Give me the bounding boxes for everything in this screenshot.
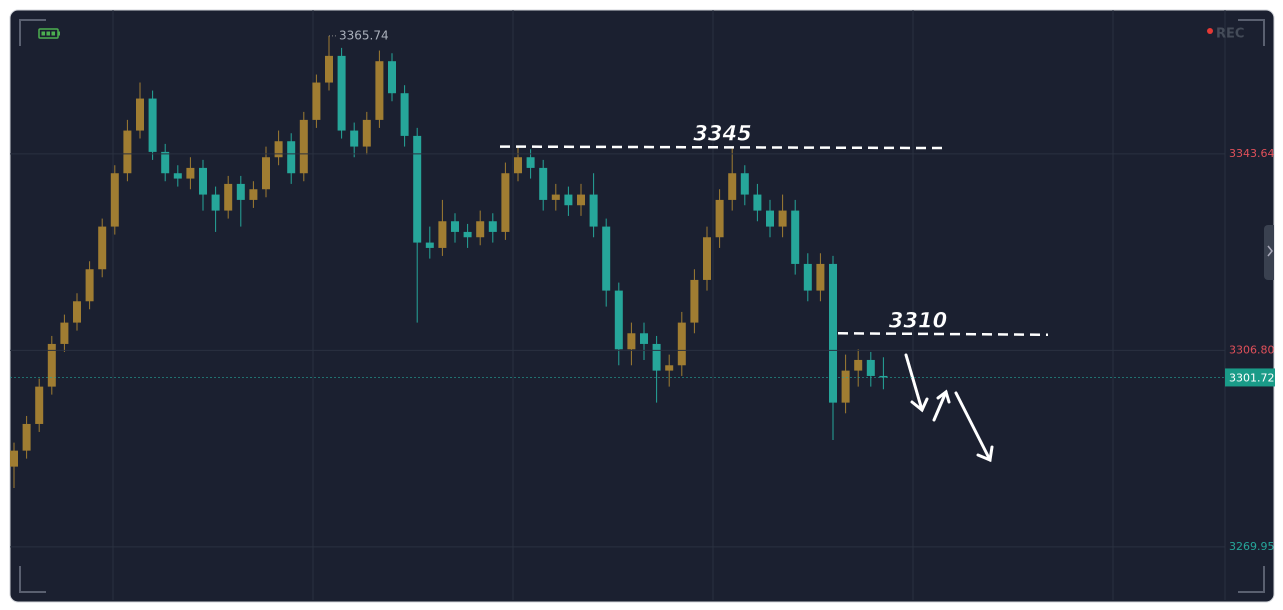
candle-body <box>640 333 648 344</box>
candle-body <box>299 119 308 174</box>
plot <box>10 35 888 488</box>
side-tab[interactable] <box>1264 225 1274 280</box>
corner-brackets <box>19 19 1265 593</box>
candle-body <box>791 210 800 264</box>
max-label: 3365.74 <box>339 28 389 42</box>
candle-body <box>325 55 333 83</box>
level-line <box>837 332 1049 337</box>
chart-frame <box>9 9 1275 603</box>
candle-body <box>879 375 888 378</box>
candle-body <box>816 263 825 291</box>
candle-body <box>312 82 321 120</box>
candle-body <box>236 183 245 200</box>
candle-body <box>803 263 812 291</box>
candle-body <box>274 141 283 158</box>
candle-body <box>10 450 18 467</box>
candle-body <box>740 173 749 195</box>
candle-body <box>148 98 157 152</box>
candle-body <box>677 322 686 366</box>
candle-body <box>627 333 636 350</box>
candle-body <box>60 322 69 344</box>
candle-body <box>829 263 837 403</box>
candle-body <box>715 199 724 238</box>
level-label: 3310 <box>889 308 947 332</box>
candle-body <box>337 55 346 131</box>
candle-body <box>539 167 548 200</box>
rec-dot <box>1207 28 1213 34</box>
candle-body <box>98 226 107 270</box>
y-tick-label: 3269.95 <box>1229 540 1275 553</box>
candle-body <box>375 61 384 120</box>
candle-body <box>173 173 182 179</box>
candle-body <box>199 167 207 195</box>
candle-body <box>778 210 787 227</box>
candle-body <box>488 221 497 232</box>
y-tick-label: 3343.64 <box>1229 147 1275 160</box>
y-tick-label: 3306.80 <box>1229 343 1275 356</box>
candle-body <box>400 93 409 136</box>
rec-label: REC <box>1216 27 1244 42</box>
last-price-label: 3301.72 <box>1229 371 1275 384</box>
candle-body <box>224 183 233 211</box>
candle-body <box>451 221 459 232</box>
candle-body <box>841 370 850 403</box>
candle-body <box>463 231 472 238</box>
candle-body <box>577 194 585 206</box>
candle-body <box>476 221 485 238</box>
candle-body <box>123 130 132 174</box>
trend-arrows <box>904 353 994 463</box>
candle-body <box>186 167 195 179</box>
candle-body <box>589 194 598 227</box>
candle-body <box>249 189 258 200</box>
candle-body <box>866 359 875 376</box>
candle-body <box>287 141 296 174</box>
candle-body <box>652 343 661 371</box>
candle-body <box>413 135 422 243</box>
candle-body <box>211 194 220 211</box>
candle-body <box>136 98 144 131</box>
last-price-badge <box>1225 368 1275 387</box>
candle-body <box>501 173 510 232</box>
candle-body <box>753 194 762 211</box>
candle-body <box>350 130 359 147</box>
candle-body <box>602 226 611 291</box>
candle-body <box>854 359 863 371</box>
candle-body <box>614 290 623 350</box>
candle-body <box>690 279 699 323</box>
candle-body <box>85 269 94 302</box>
candle-body <box>388 61 396 94</box>
candle-body <box>425 242 434 248</box>
candle-body <box>47 343 56 387</box>
candle-body <box>703 237 711 280</box>
level-label: 3345 <box>693 122 751 146</box>
candle-body <box>262 157 270 190</box>
candle-body <box>73 301 81 323</box>
candle-body <box>514 157 522 174</box>
candle-body <box>110 173 119 227</box>
candle-body <box>551 194 560 200</box>
candle-body <box>438 221 447 248</box>
candle-body <box>526 157 535 168</box>
candle-body <box>665 365 674 371</box>
candle-body <box>564 194 573 206</box>
level-line <box>499 145 946 150</box>
candle-body <box>766 210 774 227</box>
battery-icon <box>38 28 60 39</box>
candle-body <box>161 151 170 174</box>
candle-body <box>35 386 44 424</box>
candle-body <box>22 423 31 451</box>
candle-body <box>362 119 371 147</box>
candle-body <box>728 173 737 200</box>
